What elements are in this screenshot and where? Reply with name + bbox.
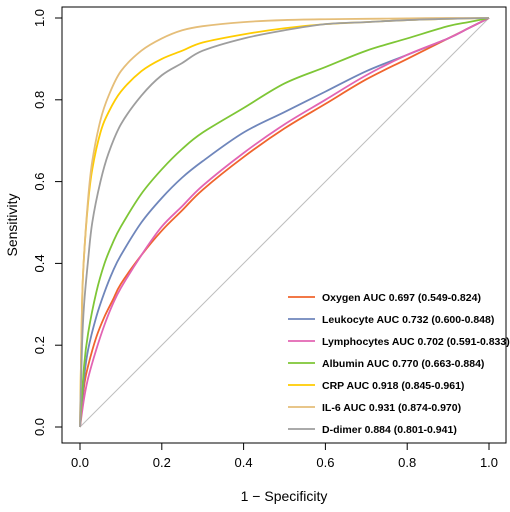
x-axis: 0.0 0.2 0.4 0.6 0.8 1.0 [71,442,498,470]
legend-label-3: Albumin AUC 0.770 (0.663-0.884) [322,358,484,370]
y-axis-title: Sensitivity [4,193,20,256]
series-line-5 [79,17,490,428]
legend-label-6: D-dimer 0.884 (0.801-0.941) [322,424,457,436]
x-axis-title: 1 − Specificity [241,488,328,504]
x-tick-label-4: 0.8 [398,455,416,470]
y-tick-label-5: 1.0 [32,9,47,27]
legend-label-2: Lymphocytes AUC 0.702 (0.591-0.833) [322,336,510,348]
x-tick-label-1: 0.2 [153,455,171,470]
y-tick-label-1: 0.2 [32,336,47,354]
x-tick-label-0: 0.0 [71,455,89,470]
x-tick-label-5: 1.0 [480,455,498,470]
series-line-6 [79,17,490,428]
x-tick-label-2: 0.4 [235,455,253,470]
series-line-2 [79,17,490,428]
reference-line-group [79,17,490,428]
legend-label-1: Leukocyte AUC 0.732 (0.600-0.848) [322,314,494,326]
y-axis: 0.0 0.2 0.4 0.6 0.8 1.0 [32,9,63,436]
legend-label-0: Oxygen AUC 0.697 (0.549-0.824) [322,292,481,304]
reference-diagonal [79,17,490,428]
y-tick-label-0: 0.0 [32,418,47,436]
y-tick-label-4: 0.8 [32,91,47,109]
series-line-0 [79,17,490,428]
legend-label-4: CRP AUC 0.918 (0.845-0.961) [322,380,464,392]
x-tick-label-3: 0.6 [316,455,334,470]
y-tick-label-2: 0.4 [32,254,47,272]
legend: Oxygen AUC 0.697 (0.549-0.824) Leukocyte … [288,292,510,436]
series-line-3 [79,17,490,428]
y-tick-label-3: 0.6 [32,173,47,191]
series-lines [79,17,490,428]
legend-label-5: IL-6 AUC 0.931 (0.874-0.970) [322,402,461,414]
